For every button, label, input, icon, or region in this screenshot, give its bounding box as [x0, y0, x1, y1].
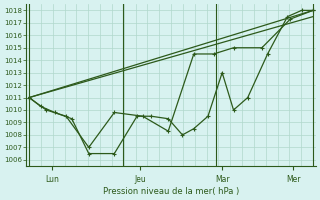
X-axis label: Pression niveau de la mer( hPa ): Pression niveau de la mer( hPa ) — [103, 187, 239, 196]
